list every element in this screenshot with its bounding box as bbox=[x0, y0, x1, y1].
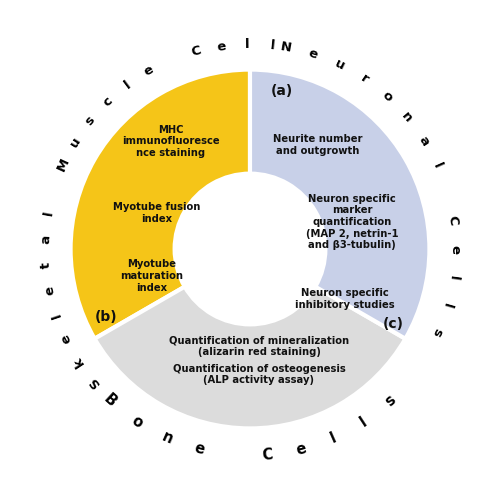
Text: o: o bbox=[128, 412, 145, 431]
Text: c: c bbox=[100, 95, 116, 109]
Wedge shape bbox=[70, 70, 250, 339]
Text: l: l bbox=[430, 161, 444, 170]
Text: e: e bbox=[307, 47, 320, 62]
Text: l: l bbox=[328, 430, 338, 446]
Text: l: l bbox=[270, 39, 276, 52]
Text: Neuron specific
inhibitory studies: Neuron specific inhibitory studies bbox=[296, 288, 395, 310]
Text: e: e bbox=[192, 441, 206, 458]
Text: (b): (b) bbox=[95, 310, 118, 324]
Text: t: t bbox=[40, 261, 53, 268]
Circle shape bbox=[176, 174, 324, 324]
Text: Quantification of osteogenesis
(ALP activity assay): Quantification of osteogenesis (ALP acti… bbox=[172, 364, 346, 385]
Text: MHC
immunofluoresce
nce staining: MHC immunofluoresce nce staining bbox=[122, 124, 220, 158]
Text: l: l bbox=[440, 301, 454, 309]
Text: o: o bbox=[379, 89, 394, 105]
Text: C: C bbox=[190, 44, 202, 59]
Text: l: l bbox=[50, 311, 64, 319]
Text: e: e bbox=[58, 332, 74, 346]
Text: n: n bbox=[398, 110, 414, 125]
Text: Neuron specific
marker
quantification
(MAP 2, netrin-1
and β3-tubulin): Neuron specific marker quantification (M… bbox=[306, 194, 398, 250]
Wedge shape bbox=[250, 70, 430, 339]
Text: a: a bbox=[39, 234, 52, 244]
Text: s: s bbox=[382, 392, 398, 409]
Text: l: l bbox=[42, 210, 56, 217]
Text: n: n bbox=[159, 429, 174, 447]
Text: r: r bbox=[358, 72, 371, 87]
Text: Quantification of mineralization
(alizarin red staining): Quantification of mineralization (alizar… bbox=[169, 335, 349, 357]
Text: e: e bbox=[216, 39, 227, 53]
Text: u: u bbox=[68, 134, 84, 149]
Wedge shape bbox=[94, 287, 406, 428]
Text: Myotube
maturation
index: Myotube maturation index bbox=[120, 259, 183, 292]
Text: (c): (c) bbox=[383, 317, 404, 331]
Text: Myotube fusion
index: Myotube fusion index bbox=[113, 202, 200, 224]
Text: u: u bbox=[332, 57, 347, 73]
Text: l: l bbox=[446, 274, 460, 281]
Text: B: B bbox=[101, 391, 119, 410]
Text: s: s bbox=[430, 326, 444, 339]
Text: N: N bbox=[279, 40, 292, 55]
Text: l: l bbox=[357, 414, 370, 429]
Text: S: S bbox=[86, 374, 102, 389]
Text: C: C bbox=[446, 215, 460, 226]
Text: s: s bbox=[83, 114, 98, 128]
Text: e: e bbox=[142, 63, 156, 79]
Text: M: M bbox=[55, 156, 72, 173]
Text: (a): (a) bbox=[271, 84, 293, 98]
Text: Neurite number
and outgrowth: Neurite number and outgrowth bbox=[274, 134, 363, 156]
Text: l: l bbox=[244, 38, 250, 51]
Text: e: e bbox=[294, 441, 308, 458]
Text: l: l bbox=[122, 79, 133, 92]
Text: e: e bbox=[448, 245, 461, 253]
Text: C: C bbox=[261, 447, 273, 463]
Text: a: a bbox=[416, 133, 432, 148]
Text: k: k bbox=[71, 354, 86, 369]
Text: e: e bbox=[42, 284, 57, 296]
